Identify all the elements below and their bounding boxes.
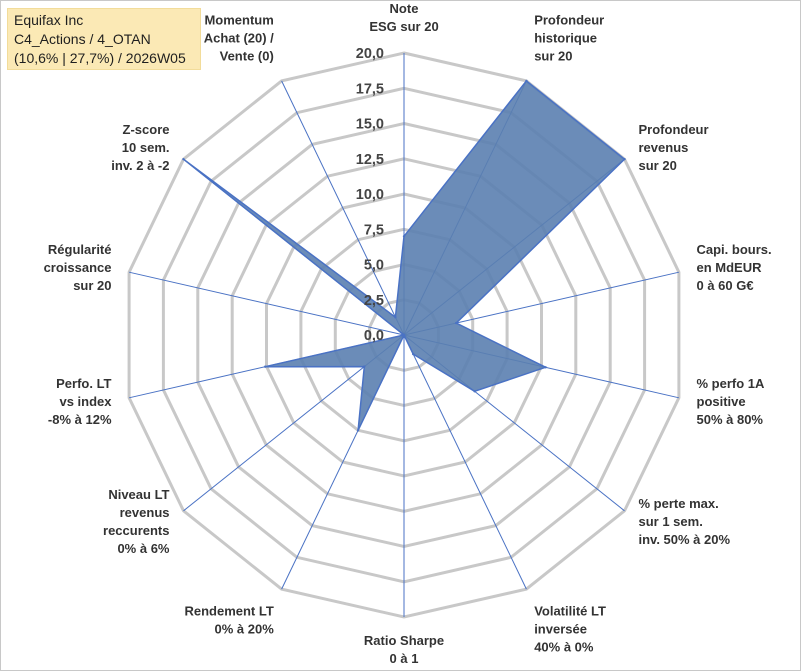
data-point — [473, 390, 476, 393]
axis-label-line: 0% à 6% — [117, 541, 169, 556]
axis-label-line: revenus — [120, 505, 170, 520]
tick-label: 17,5 — [356, 81, 384, 97]
axis-label-line: inversée — [534, 621, 587, 636]
title-stats: (10,6% | 27,7%) / 2026W05 — [14, 50, 186, 66]
axis-label-line: -8% à 12% — [48, 412, 112, 427]
data-point — [394, 316, 397, 319]
data-point — [356, 429, 360, 432]
axis-spoke — [128, 271, 405, 336]
axis-label-line: positive — [697, 394, 746, 409]
axis-label: Ratio Sharpe 0 à 1 — [364, 633, 444, 666]
axis-label-line: ESG sur 20 — [369, 19, 438, 34]
axis-label: Rendement LT 0% à 20% — [184, 603, 274, 636]
axis-label-line: historique — [534, 31, 597, 46]
axis-label-line: 0 à 60 G€ — [697, 278, 754, 293]
axis-label: % perte max. sur 1 sem. inv. 50% à 20% — [639, 496, 731, 547]
data-series — [182, 79, 626, 432]
axis-label-line: Vente (0) — [220, 49, 274, 64]
tick-label: 0,0 — [364, 328, 384, 344]
axis-label-line: Profondeur — [639, 122, 709, 137]
chart-title-box: Equifax Inc C4_Actions / 4_OTAN (10,6% |… — [7, 8, 201, 70]
axis-label-line: % perfo 1A — [697, 376, 766, 391]
data-point — [182, 158, 185, 161]
axis-label-line: Ratio Sharpe — [364, 633, 444, 648]
axis-label-line: reccurents — [103, 523, 169, 538]
axis-label-line: 50% à 80% — [697, 412, 764, 427]
axis-label-line: Note — [390, 1, 419, 16]
tick-label: 12,5 — [356, 152, 384, 168]
data-point — [264, 365, 267, 368]
axis-label-line: Niveau LT — [108, 487, 169, 502]
axis-label-line: sur 20 — [534, 49, 572, 64]
axis-label-line: Capi. bours. — [697, 242, 772, 257]
axis-label-line: 0 à 1 — [390, 651, 419, 666]
axis-label-line: inv. 50% à 20% — [639, 532, 731, 547]
axis-label: Profondeur historique sur 20 — [534, 13, 604, 64]
tick-label: 7,5 — [364, 222, 384, 238]
axis-label-line: vs index — [59, 394, 112, 409]
axis-label-line: inv. 2 à -2 — [111, 158, 169, 173]
tick-label: 10,0 — [356, 187, 384, 203]
axis-spoke — [281, 80, 405, 336]
axis-label: Régularité croissance sur 20 — [44, 242, 112, 293]
axis-label-line: revenus — [639, 140, 689, 155]
axis-label-line: % perte max. — [639, 496, 719, 511]
tick-label: 15,0 — [356, 117, 384, 133]
axis-label-line: Z-score — [123, 122, 170, 137]
tick-label: 2,5 — [364, 293, 384, 309]
axis-label-line: 0% à 20% — [215, 621, 275, 636]
axis-label-line: Perfo. LT — [56, 376, 111, 391]
axis-label: Capi. bours. en MdEUR 0 à 60 G€ — [697, 242, 772, 293]
axis-label: Niveau LT revenus reccurents 0% à 6% — [103, 487, 170, 556]
data-point — [402, 235, 406, 238]
axis-label: Perfo. LT vs index -8% à 12% — [48, 376, 112, 427]
tick-labels: 0,0 2,5 5,0 7,5 10,0 12,5 15,0 17,5 20,0 — [356, 46, 384, 344]
data-point — [623, 158, 626, 161]
axis-label-line: 10 sem. — [122, 140, 170, 155]
axis-label: Volatilité LT inversée 40% à 0% — [534, 603, 606, 654]
axis-label-line: sur 20 — [639, 158, 677, 173]
axis-label-line: Momentum — [204, 13, 273, 28]
axis-label-line: Volatilité LT — [534, 603, 606, 618]
axis-label: Momentum Achat (20) / Vente (0) — [204, 13, 274, 64]
tick-label: 5,0 — [364, 258, 384, 274]
axis-label-line: sur 20 — [73, 278, 111, 293]
data-point — [455, 321, 458, 325]
axis-label: % perfo 1A positive 50% à 80% — [697, 376, 766, 427]
axis-spoke — [403, 334, 527, 590]
axis-label: Profondeur revenus sur 20 — [639, 122, 709, 173]
axis-label-line: 40% à 0% — [534, 639, 594, 654]
title-category: C4_Actions / 4_OTAN — [14, 31, 151, 47]
axis-label-line: Rendement LT — [184, 603, 273, 618]
axis-label: Z-score 10 sem. inv. 2 à -2 — [111, 122, 169, 173]
data-point — [402, 333, 406, 337]
data-point — [363, 365, 366, 368]
axis-label-line: en MdEUR — [697, 260, 763, 275]
axis-label-line: Achat (20) / — [204, 31, 274, 46]
axis-label: Note ESG sur 20 — [369, 1, 438, 34]
axis-labels: Note ESG sur 20 Profondeur historique sur 20… — [44, 1, 772, 666]
title-company: Equifax Inc — [14, 12, 84, 28]
axis-label-line: Régularité — [48, 242, 112, 257]
tick-label: 20,0 — [356, 46, 384, 62]
data-point — [544, 366, 547, 369]
data-point — [525, 79, 528, 83]
data-point — [412, 352, 415, 356]
axis-label-line: sur 1 sem. — [639, 514, 703, 529]
axis-label-line: croissance — [44, 260, 112, 275]
axis-label-line: Profondeur — [534, 13, 604, 28]
